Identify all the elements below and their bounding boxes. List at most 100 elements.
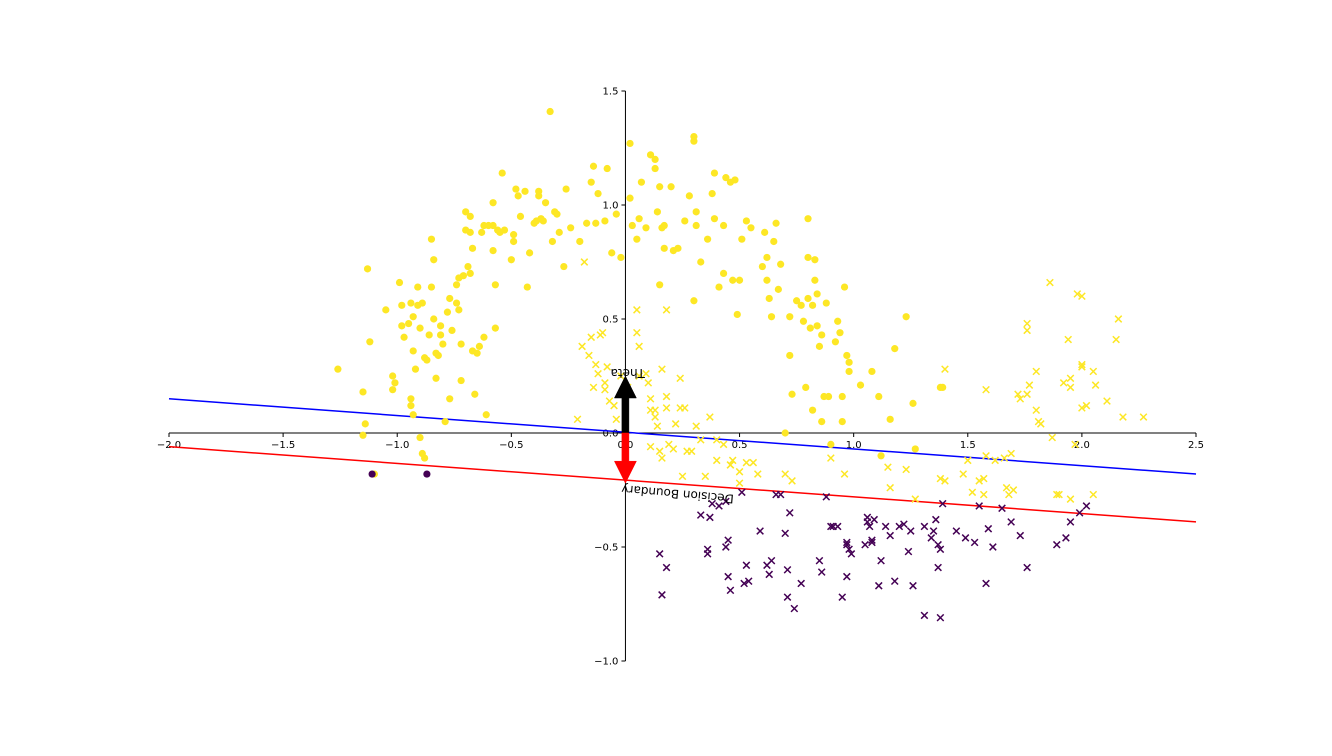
scatter-point-x: [959, 470, 968, 478]
scatter-point-x: [1052, 540, 1061, 549]
scatter-point-circle: [457, 340, 465, 348]
scatter-point-circle: [455, 306, 463, 314]
scatter-point-circle: [592, 219, 600, 227]
scatter-point-circle: [692, 221, 700, 230]
scatter-point-x: [1036, 420, 1045, 428]
scatter-point-x: [735, 467, 744, 476]
scatter-point-x: [1000, 454, 1009, 462]
scatter-point-x: [1071, 440, 1079, 449]
scatter-point-circle: [626, 194, 634, 202]
scatter-point-x: [612, 415, 621, 424]
scatter-point-x: [929, 527, 938, 535]
scatter-point-circle: [704, 235, 712, 243]
scatter-point-circle: [653, 208, 661, 216]
scatter-point-circle: [763, 276, 771, 284]
scatter-point-x: [722, 497, 730, 506]
blue-boundary-line: [168, 398, 1197, 475]
scatter-point-x: [722, 543, 730, 551]
scatter-point-circle: [478, 228, 486, 236]
scatter-point-circle: [491, 281, 499, 289]
scatter-point-circle: [811, 256, 819, 264]
scatter-point-circle: [838, 418, 846, 426]
scatter-point-x: [886, 483, 895, 492]
scatter-point-circle: [813, 322, 821, 330]
scatter-point-circle: [690, 297, 698, 305]
scatter-point-x: [868, 538, 876, 547]
scatter-point-x: [1064, 335, 1073, 344]
scatter-point-circle: [722, 174, 730, 182]
scatter-point-x: [662, 404, 671, 412]
scatter-point-x: [842, 538, 851, 547]
scatter-point-x: [633, 328, 641, 337]
scatter-point-x: [975, 502, 984, 510]
scatter-point-circle: [521, 187, 529, 195]
scatter-point-x: [941, 477, 949, 485]
scatter-point-x: [603, 363, 612, 371]
scatter-point-x: [1075, 508, 1084, 517]
scatter-point-x: [783, 565, 792, 574]
scatter-point-x: [904, 547, 913, 556]
scatter-point-x: [815, 556, 824, 565]
scatter-point-circle: [427, 283, 436, 291]
scatter-point-x: [701, 472, 710, 481]
scatter-point-circle: [646, 151, 655, 159]
scatter-point-circle: [827, 440, 835, 448]
scatter-point-x: [591, 360, 600, 369]
scatter-point-circle: [628, 221, 636, 230]
scatter-point-x: [936, 613, 945, 622]
scatter-point-circle: [840, 283, 849, 291]
scatter-point-circle: [434, 351, 442, 360]
scatter-point-x: [979, 490, 988, 499]
scatter-point-circle: [758, 262, 766, 271]
scatter-point-circle: [514, 192, 522, 200]
scatter-point-x: [845, 545, 853, 554]
scatter-point-circle: [747, 224, 755, 232]
scatter-point-x: [936, 474, 945, 483]
scatter-point-circle: [416, 324, 424, 332]
scatter-point-circle: [507, 256, 515, 264]
scatter-point-x: [797, 579, 806, 588]
scatter-point-circle: [589, 162, 598, 170]
scatter-point-x: [658, 454, 666, 462]
scatter-point-circle: [457, 376, 465, 385]
scatter-point-x: [715, 502, 723, 510]
scatter-point-x: [961, 534, 970, 542]
scatter-point-circle: [546, 107, 554, 116]
scatter-point-x: [1016, 394, 1025, 403]
scatter-point-circle: [523, 283, 531, 291]
scatter-point-x: [827, 454, 835, 462]
scatter-point-x: [646, 442, 655, 451]
scatter-point-x: [982, 579, 990, 588]
scatter-point-x: [706, 413, 714, 421]
scatter-point-x: [909, 581, 917, 590]
scatter-point-x: [827, 522, 835, 531]
scatter-point-x: [735, 479, 744, 487]
scatter-point-circle: [411, 365, 420, 373]
scatter-point-x: [979, 474, 988, 483]
scatter-point-x: [781, 529, 790, 538]
scatter-point-circle: [587, 178, 595, 186]
scatter-point-x: [742, 458, 751, 467]
scatter-point-circle: [366, 338, 374, 346]
scatter-point-circle: [448, 326, 456, 334]
scatter-point-x: [865, 522, 874, 531]
scatter-point-x: [1032, 367, 1041, 376]
scatter-point-x: [767, 556, 776, 565]
scatter-point-circle: [804, 294, 812, 303]
scatter-point-circle: [516, 212, 525, 220]
scatter-point-x: [662, 563, 671, 572]
scatter-point-x: [719, 440, 728, 449]
scatter-point-circle: [363, 265, 372, 273]
scatter-point-x: [580, 258, 589, 266]
scatter-point-x: [687, 447, 696, 456]
scatter-point-x: [842, 540, 851, 549]
scatter-point-x: [991, 456, 999, 465]
scatter-point-x: [756, 527, 764, 535]
scatter-point-circle: [468, 244, 477, 252]
scatter-point-circle: [802, 383, 810, 391]
scatter-point-x: [740, 579, 748, 588]
scatter-point-circle: [710, 169, 719, 177]
scatter-point-x: [1139, 413, 1148, 421]
scatter-point-x: [776, 490, 785, 499]
scatter-point-x: [822, 493, 831, 501]
